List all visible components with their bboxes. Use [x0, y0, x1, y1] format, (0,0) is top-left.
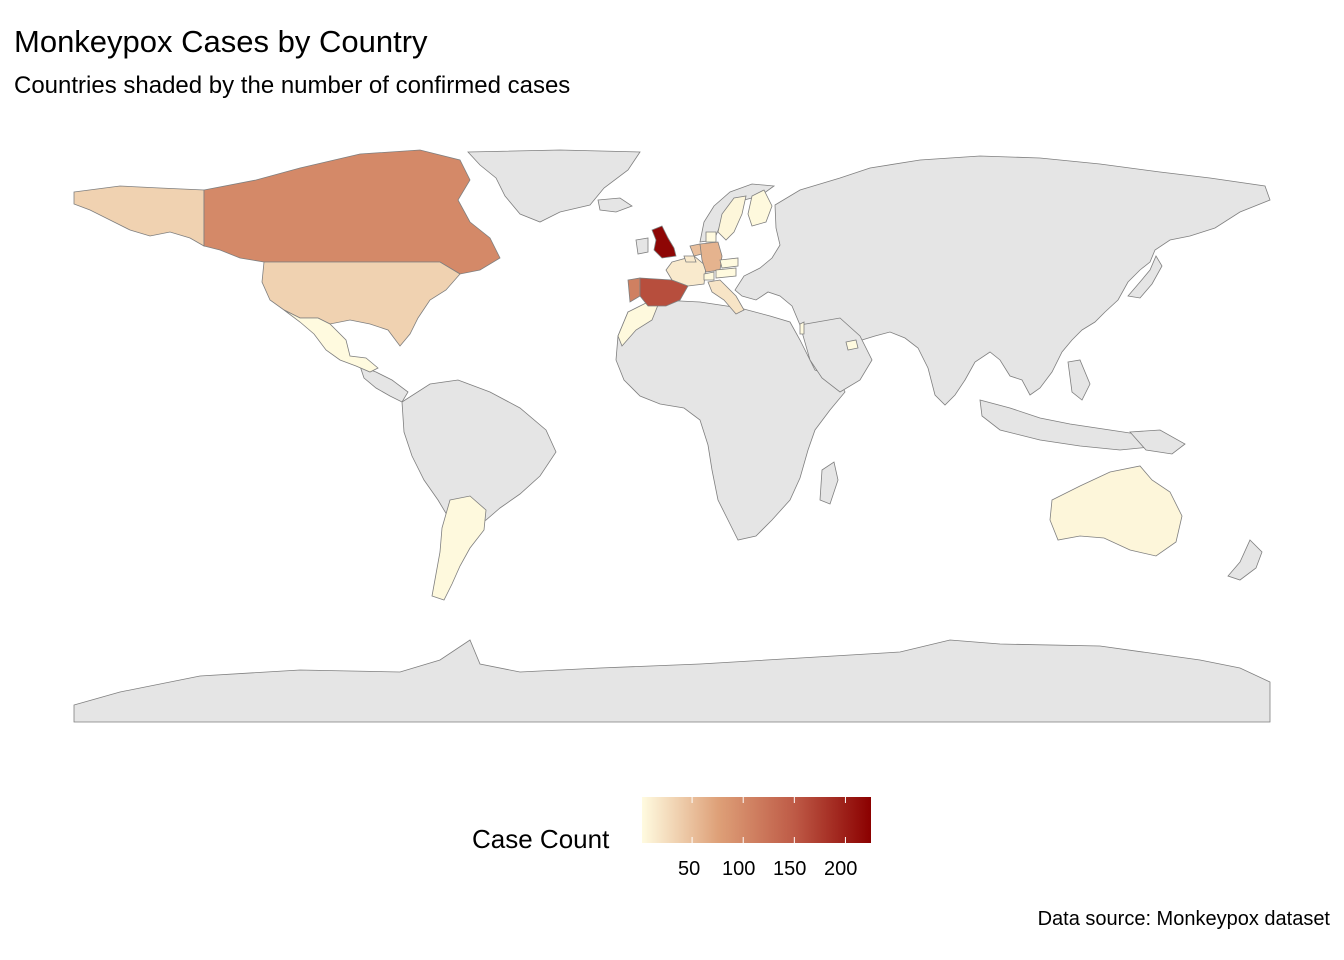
country-australia [1049, 465, 1183, 557]
country-uae [845, 339, 859, 351]
country-mexico [283, 309, 379, 373]
country-argentina [431, 495, 487, 601]
country-switzerland [703, 271, 715, 281]
chart-title: Monkeypox Cases by Country [14, 24, 428, 59]
country-united-states [261, 261, 461, 347]
country-belgium [683, 255, 697, 263]
data-source-caption: Data source: Monkeypox dataset [1037, 908, 1330, 930]
country-austria [715, 267, 737, 279]
country-papua-new-guinea [1129, 429, 1186, 455]
landmass-indonesia [979, 399, 1161, 451]
country-czechia [719, 257, 739, 269]
landmass-antarctica [73, 639, 1271, 723]
country-denmark [705, 231, 717, 243]
country-france [665, 255, 707, 287]
legend-tick-label-200: 200 [824, 858, 858, 880]
country-greenland [467, 149, 641, 223]
country-alaska [73, 185, 205, 247]
legend-colorbar [642, 797, 871, 843]
legend-tick-label-150: 150 [773, 858, 807, 880]
country-portugal [627, 277, 641, 303]
legend-tick-marks [691, 797, 846, 843]
country-madagascar [819, 461, 839, 505]
landmass-south-america [401, 379, 557, 529]
legend-tick-label-50: 50 [678, 858, 701, 880]
country-united-kingdom [651, 225, 677, 259]
country-new-zealand [1227, 539, 1263, 581]
legend-tick-label-100: 100 [722, 858, 756, 880]
country-finland [747, 189, 773, 227]
landmass-eurasia [734, 155, 1271, 406]
country-canada [203, 149, 501, 275]
country-italy [707, 279, 745, 315]
landmass-arabia [799, 317, 873, 393]
country-ireland [635, 237, 649, 255]
landmass-africa [615, 299, 846, 541]
country-philippines [1067, 359, 1091, 401]
landmass-central-america [359, 365, 409, 403]
legend-title: Case Count [472, 824, 610, 854]
country-iceland [597, 197, 633, 213]
country-japan [1127, 255, 1163, 299]
country-israel [799, 321, 805, 335]
chart-subtitle: Countries shaded by the number of confir… [14, 72, 571, 99]
country-sweden [717, 195, 747, 241]
